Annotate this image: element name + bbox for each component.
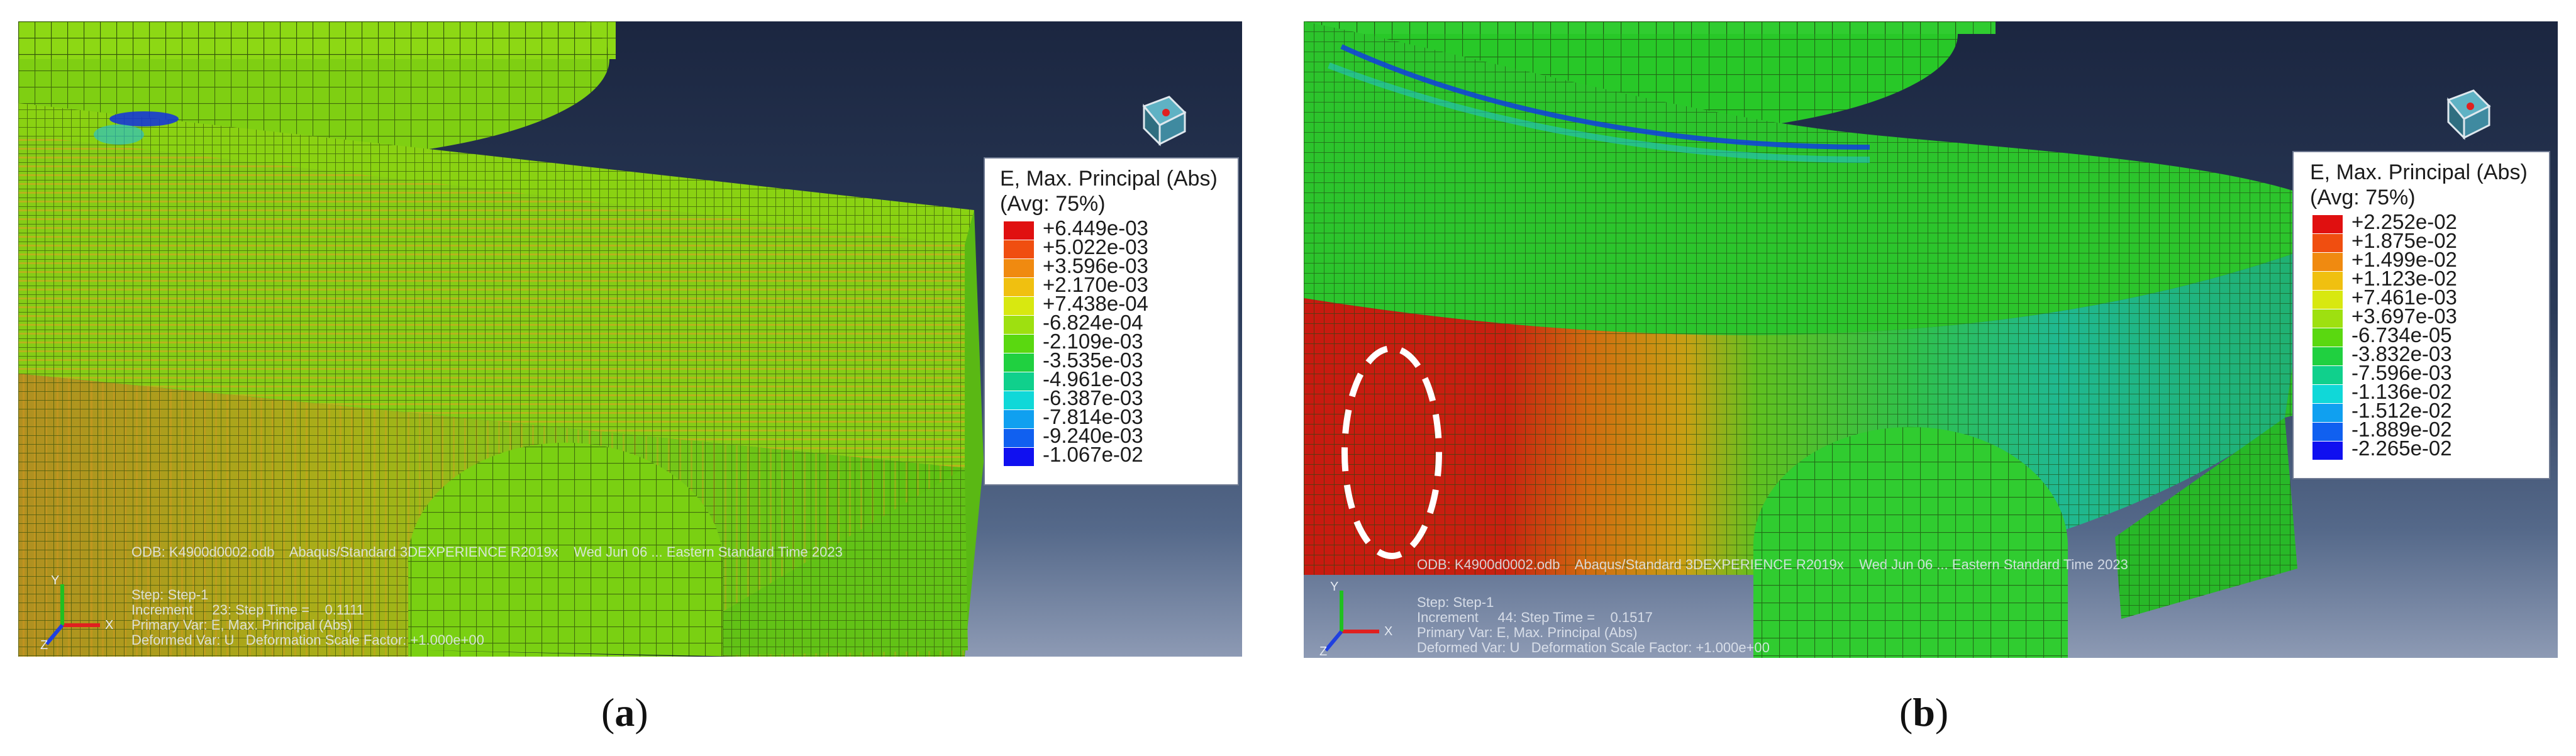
legend-value: +1.499e-02 [2351, 248, 2457, 271]
legend-title: E, Max. Principal (Abs) [1000, 167, 1218, 191]
triad-z-label: Z [1319, 645, 1327, 657]
step-info: Step: Step-1 [131, 587, 209, 603]
view-cube-icon[interactable] [2436, 78, 2505, 147]
legend-value: +2.170e-03 [1043, 273, 1148, 296]
fem-model-b [1304, 21, 2367, 658]
legend-value: -3.832e-03 [2351, 342, 2452, 365]
legend-swatch [2312, 215, 2343, 233]
legend-swatch [2312, 385, 2343, 403]
legend-swatch [1004, 391, 1034, 409]
legend-swatch [2312, 291, 2343, 309]
bottom-roller-a [408, 442, 741, 657]
legend-swatch [1004, 278, 1034, 296]
legend-value: -1.512e-02 [2351, 399, 2452, 422]
caption-b: (b) [1899, 690, 1949, 735]
triad-y-label: Y [1330, 581, 1338, 594]
odb-info: ODB: K4900d0002.odb Abaqus/Standard 3DEX… [131, 544, 843, 560]
legend-swatch [1004, 410, 1034, 428]
legend-value: -1.889e-02 [2351, 418, 2452, 441]
legend-swatch [2312, 442, 2343, 460]
legend-value: -4.961e-03 [1043, 367, 1143, 391]
legend-value: +3.596e-03 [1043, 254, 1148, 277]
primary-var-info: Primary Var: E, Max. Principal (Abs) [131, 617, 352, 633]
legend-value: +7.461e-03 [2351, 286, 2457, 309]
legend-value: +1.875e-02 [2351, 229, 2457, 252]
triad-x-label: X [105, 618, 113, 632]
legend-value: +2.252e-02 [2351, 210, 2457, 233]
legend-swatch [1004, 297, 1034, 315]
viewport-a[interactable]: E, Max. Principal (Abs) (Avg: 75%) +6.44… [18, 21, 1242, 657]
fem-model-a [18, 21, 984, 657]
triad-x-label: X [1384, 625, 1392, 638]
legend-value: -7.596e-03 [2351, 361, 2452, 384]
legend-value: -1.136e-02 [2351, 380, 2452, 403]
step-info: Step: Step-1 [1417, 594, 1494, 610]
legend-swatch [1004, 316, 1034, 334]
deformed-var-info: Deformed Var: U Deformation Scale Factor… [131, 632, 484, 648]
legend-swatch [2312, 423, 2343, 441]
legend-swatch [2312, 272, 2343, 290]
legend-subtitle: (Avg: 75%) [2310, 186, 2416, 209]
bottom-roller-b [1753, 426, 2068, 658]
legend-value: +6.449e-03 [1043, 216, 1148, 240]
axis-triad-icon: X Y Z [1319, 581, 1392, 657]
legend-value: -6.387e-03 [1043, 386, 1143, 409]
axis-triad-icon: X Y Z [40, 575, 113, 650]
highlight-ellipse [1341, 345, 1442, 559]
legend-swatch [1004, 372, 1034, 391]
increment-info: Increment 44: Step Time = 0.1517 [1417, 609, 1653, 625]
legend-swatch [1004, 429, 1034, 447]
legend-value: -7.814e-03 [1043, 405, 1143, 428]
contour-legend: E, Max. Principal (Abs) (Avg: 75%) +6.44… [984, 157, 1239, 486]
legend-swatch [2312, 366, 2343, 384]
legend-swatch [2312, 347, 2343, 365]
legend-swatch [2312, 253, 2343, 271]
increment-info: Increment 23: Step Time = 0.1111 [131, 602, 364, 618]
view-cube-icon[interactable] [1131, 84, 1201, 153]
legend-value: +5.022e-03 [1043, 235, 1148, 258]
legend-swatch [1004, 448, 1034, 466]
legend-swatch [1004, 240, 1034, 258]
caption-a: (a) [601, 690, 648, 735]
legend-subtitle: (Avg: 75%) [1000, 192, 1106, 216]
legend-swatch [1004, 221, 1034, 240]
legend-swatch [1004, 259, 1034, 277]
legend-value: -6.734e-05 [2351, 323, 2452, 347]
legend-value: -2.109e-03 [1043, 330, 1143, 353]
contour-legend: E, Max. Principal (Abs) (Avg: 75%) +2.25… [2292, 151, 2550, 479]
legend-swatch [2312, 328, 2343, 347]
deformed-var-info: Deformed Var: U Deformation Scale Factor… [1417, 640, 1770, 655]
legend-swatch [1004, 335, 1034, 353]
legend-value: +1.123e-02 [2351, 267, 2457, 290]
legend-value: -9.240e-03 [1043, 424, 1143, 447]
viewport-b[interactable]: E, Max. Principal (Abs) (Avg: 75%) +2.25… [1304, 21, 2558, 658]
legend-value: +3.697e-03 [2351, 304, 2457, 328]
legend-value: -2.265e-02 [2351, 436, 2452, 460]
legend-title: E, Max. Principal (Abs) [2310, 160, 2528, 184]
odb-info: ODB: K4900d0002.odb Abaqus/Standard 3DEX… [1417, 557, 2128, 572]
legend-value: -1.067e-02 [1043, 443, 1143, 466]
triad-z-label: Z [40, 638, 48, 650]
triad-y-label: Y [51, 575, 59, 587]
legend-value: -3.535e-03 [1043, 348, 1143, 372]
legend-swatch [2312, 404, 2343, 422]
legend-swatch [1004, 353, 1034, 372]
legend-swatch [2312, 234, 2343, 252]
legend-swatch [2312, 309, 2343, 328]
primary-var-info: Primary Var: E, Max. Principal (Abs) [1417, 625, 1638, 640]
legend-value: +7.438e-04 [1043, 292, 1148, 315]
legend-value: -6.824e-04 [1043, 311, 1143, 334]
